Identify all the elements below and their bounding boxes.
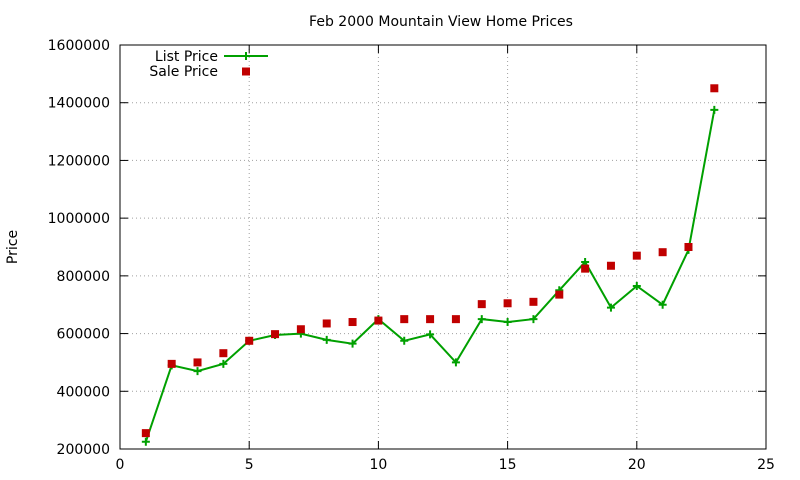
x-tick-label: 25 — [757, 457, 775, 473]
list-price-point — [322, 335, 331, 344]
sale-price-point — [451, 315, 460, 324]
list-price-point — [477, 315, 486, 324]
sale-price-point — [658, 248, 667, 257]
list-price-point — [141, 437, 150, 446]
sale-price-point — [555, 290, 564, 299]
sale-price-point — [606, 261, 615, 270]
x-tick-label: 15 — [499, 457, 517, 473]
x-tick-label: 5 — [245, 457, 254, 473]
axis-ticks — [119, 44, 767, 450]
sale-price-point — [400, 315, 409, 324]
y-tick-label: 1400000 — [48, 96, 110, 112]
sale-price-point — [477, 300, 486, 309]
y-tick-label: 600000 — [57, 327, 110, 343]
sale-price-point — [193, 358, 202, 367]
sale-price-point — [271, 330, 280, 339]
y-tick-label: 400000 — [57, 384, 110, 400]
sale-price-point — [632, 251, 641, 260]
list-price-point — [193, 367, 202, 376]
list-price-point — [632, 281, 641, 290]
sale-price-point — [167, 359, 176, 368]
list-price-point — [529, 315, 538, 324]
y-tick-label: 800000 — [57, 269, 110, 285]
y-tick-labels: 200000 400000 600000 800000 1000000 1200000 14… — [48, 38, 110, 458]
list-price-point — [426, 330, 435, 339]
x-tick-label: 20 — [628, 457, 646, 473]
sale-price-point — [710, 84, 719, 93]
legend-label-list-price: List Price — [155, 49, 218, 65]
list-price-point — [606, 303, 615, 312]
y-tick-label: 1200000 — [48, 153, 110, 169]
list-price-point — [658, 300, 667, 309]
series-layer — [141, 84, 719, 446]
legend-marker-sale-price — [242, 67, 250, 76]
legend-label-sale-price: Sale Price — [149, 64, 218, 80]
sale-price-point — [348, 318, 357, 327]
y-tick-label: 200000 — [57, 442, 110, 458]
list-price-point — [219, 359, 228, 368]
sale-price-point — [296, 325, 305, 334]
plot-frame — [119, 44, 767, 450]
sale-price-point — [503, 299, 512, 308]
y-axis-label: Price — [5, 230, 21, 264]
x-tick-label: 10 — [369, 457, 387, 473]
x-tick-labels: 0 5 10 15 20 25 — [116, 457, 775, 473]
list-price-point — [710, 105, 719, 114]
sale-price-point — [581, 264, 590, 273]
sale-price-point — [322, 319, 331, 328]
sale-price-point — [374, 316, 383, 325]
list-price-point — [400, 336, 409, 345]
y-tick-label: 1600000 — [48, 38, 110, 54]
grid-lines — [120, 45, 766, 449]
sale-price-point — [219, 349, 228, 358]
sale-price-point — [245, 336, 254, 345]
y-tick-label: 1000000 — [48, 211, 110, 227]
sale-price-point — [426, 315, 435, 324]
legend: List Price Sale Price — [149, 49, 268, 80]
list-price-line — [144, 109, 716, 443]
sale-price-point — [684, 243, 693, 251]
sale-price-point — [141, 429, 150, 438]
legend-marker-list-price — [242, 52, 250, 60]
x-tick-label: 0 — [116, 457, 125, 473]
sale-price-point — [529, 297, 538, 306]
list-price-point — [451, 358, 460, 367]
chart-title: Feb 2000 Mountain View Home Prices — [309, 14, 573, 30]
list-price-point — [503, 318, 512, 327]
list-price-point — [348, 339, 357, 348]
